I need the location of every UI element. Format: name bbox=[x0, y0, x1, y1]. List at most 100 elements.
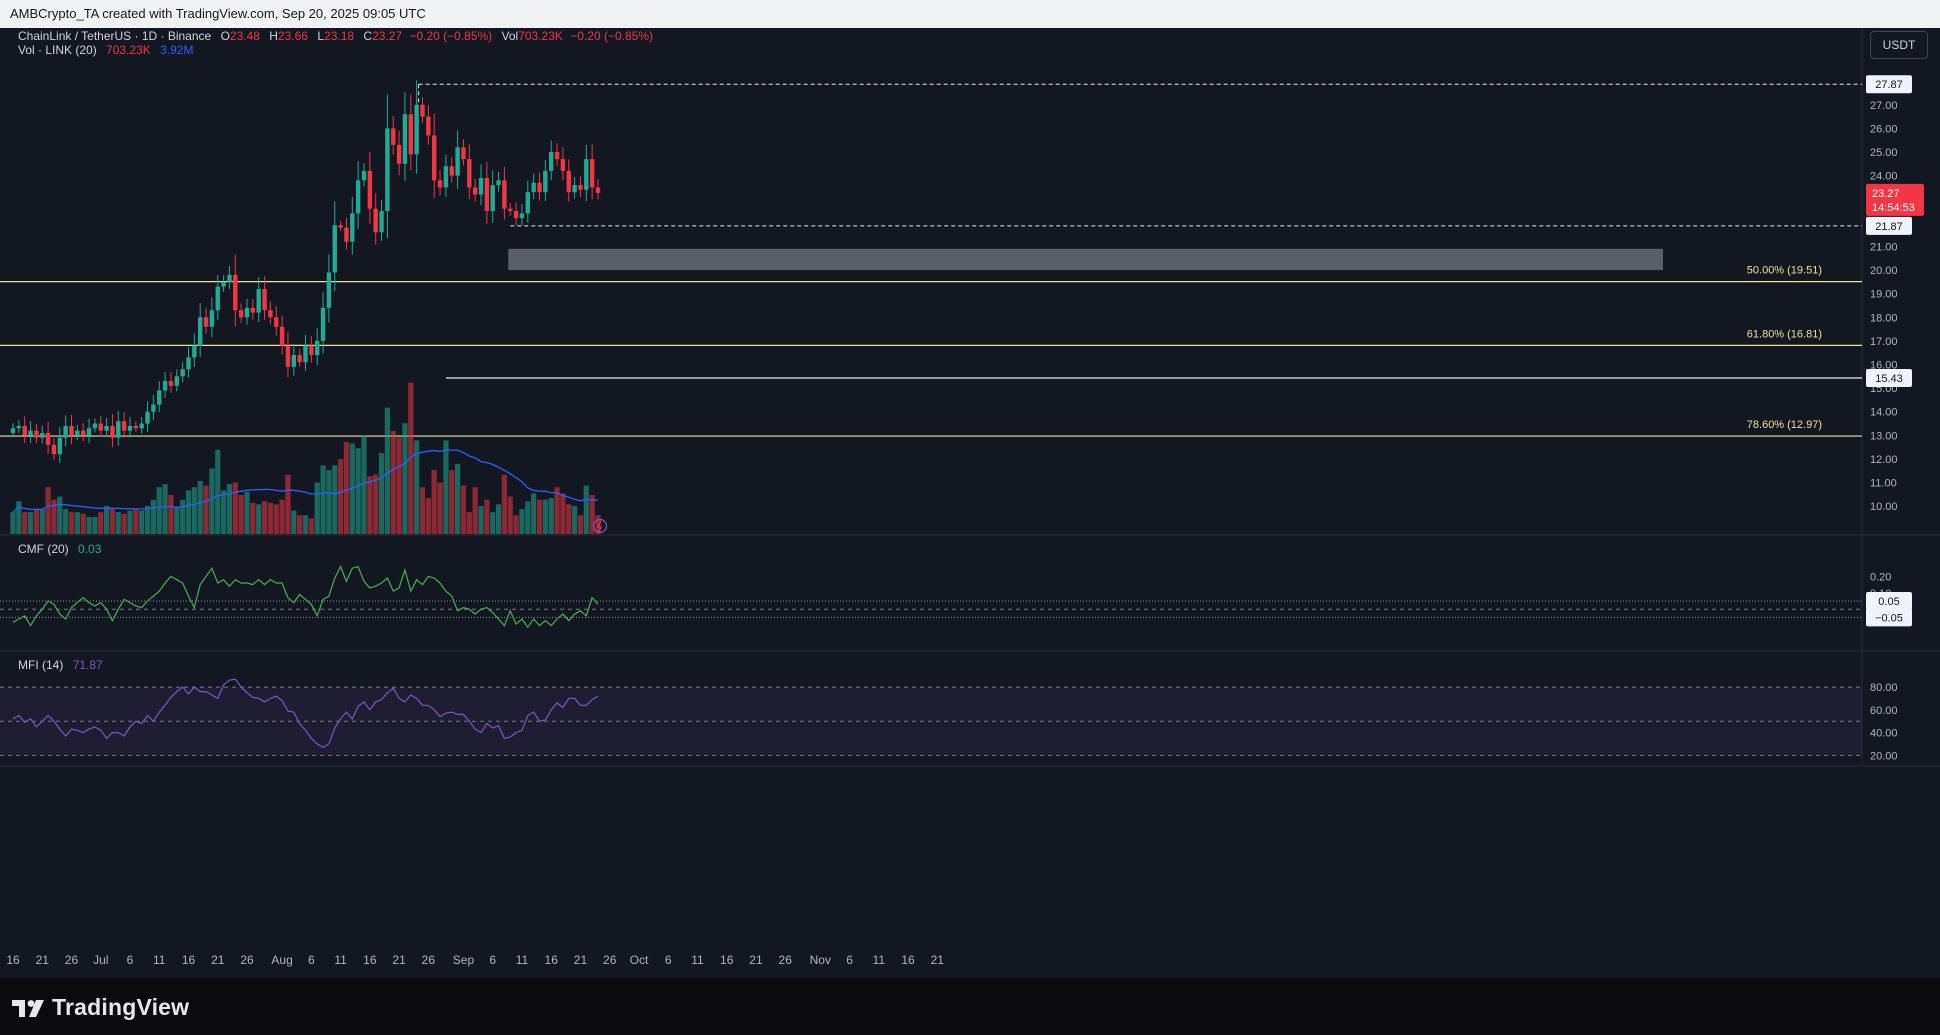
low-price-tag: 21.87 bbox=[1875, 221, 1903, 233]
current-price-tag: 23.27 bbox=[1872, 188, 1900, 200]
candle-body bbox=[157, 390, 162, 405]
cmf-study-name[interactable]: CMF (20) bbox=[18, 542, 69, 556]
time-tick-label: 26 bbox=[422, 953, 436, 967]
volume-bar bbox=[443, 440, 449, 534]
candle-body bbox=[262, 288, 267, 311]
volume-bar bbox=[33, 509, 39, 534]
candle-body bbox=[560, 159, 566, 171]
time-tick-label: 21 bbox=[749, 953, 763, 967]
candle-body bbox=[279, 326, 285, 346]
open-value: 23.48 bbox=[229, 29, 260, 43]
candle-body bbox=[151, 404, 156, 412]
price-tick-label: 18.00 bbox=[1870, 312, 1898, 324]
volume-bar bbox=[390, 431, 396, 534]
candle-body bbox=[379, 211, 384, 233]
candle-body bbox=[28, 430, 33, 436]
tradingview-logo[interactable]: TradingView bbox=[12, 994, 189, 1021]
chart-canvas[interactable]: 50.00% (19.51) 61.80% (16.81) 78.60% (12.9… bbox=[0, 28, 1940, 978]
indicators-layer bbox=[0, 565, 1862, 756]
candle-body bbox=[391, 128, 396, 145]
time-tick-label: 21 bbox=[931, 953, 945, 967]
volume-bar bbox=[560, 493, 566, 534]
cmf-legend: CMF (20) 0.03 bbox=[18, 542, 101, 556]
candle-body bbox=[525, 192, 530, 214]
volume-bar bbox=[86, 516, 92, 534]
candle-body bbox=[531, 182, 536, 193]
mfi-study-name[interactable]: MFI (14) bbox=[18, 658, 64, 672]
volume-bar bbox=[80, 513, 86, 534]
volume-bar bbox=[343, 441, 350, 534]
candle-body bbox=[63, 425, 68, 438]
support-price-tag-bg bbox=[1866, 368, 1912, 387]
mfi-value: 71.87 bbox=[72, 658, 103, 672]
volume-bar bbox=[10, 512, 16, 534]
volume-bar bbox=[174, 507, 180, 534]
candle-body bbox=[543, 170, 548, 193]
candle-body bbox=[572, 185, 577, 193]
volume-bar bbox=[238, 495, 244, 534]
candle-body bbox=[162, 381, 168, 391]
candle-body bbox=[355, 180, 361, 214]
support-price-tag: 15.43 bbox=[1875, 373, 1903, 385]
volume-bar bbox=[279, 499, 285, 534]
high-value: 23.66 bbox=[277, 29, 308, 43]
price-tick-label: 25.00 bbox=[1870, 147, 1898, 159]
volume-bar bbox=[396, 437, 402, 534]
change-value: −0.20 (−0.85%) bbox=[409, 29, 493, 43]
mfi-tick-label: 20.00 bbox=[1870, 750, 1898, 762]
volume-bar bbox=[127, 510, 133, 534]
volume-bar bbox=[51, 499, 57, 534]
time-tick-label: 21 bbox=[392, 953, 406, 967]
cmf-upper-tag: 0.05 bbox=[1878, 596, 1899, 608]
volume-bar bbox=[484, 499, 490, 534]
candle-body bbox=[513, 211, 519, 219]
time-tick-label: 16 bbox=[182, 953, 196, 967]
volume-bar bbox=[402, 423, 408, 534]
volume-legend: Vol · LINK (20) 703.23K 3.92M bbox=[18, 43, 193, 57]
price-tick-label: 26.00 bbox=[1870, 123, 1898, 135]
volume-bar bbox=[244, 491, 250, 534]
axis-layer: 10.0011.0012.0013.0014.0015.0016.0017.00… bbox=[6, 100, 1897, 967]
open-label: O bbox=[220, 29, 230, 43]
volume-bar bbox=[548, 498, 554, 534]
low-price-tag-bg bbox=[1866, 216, 1912, 235]
mfi-legend: MFI (14) 71.87 bbox=[18, 658, 103, 672]
volume-study-name[interactable]: Vol · LINK (20) bbox=[18, 43, 97, 57]
volume-bar bbox=[326, 470, 332, 534]
candle-body bbox=[496, 180, 501, 186]
cmf-line bbox=[12, 565, 599, 629]
volume-bar bbox=[250, 502, 256, 534]
time-tick-label: 21 bbox=[36, 953, 50, 967]
candle-body bbox=[274, 317, 279, 327]
volume-bar bbox=[133, 509, 139, 534]
volume-value: 703.23K bbox=[106, 43, 151, 57]
volume-bar bbox=[156, 487, 162, 534]
time-tick-label: 11 bbox=[516, 953, 529, 967]
vol-change: −0.20 (−0.85%) bbox=[570, 29, 653, 43]
symbol-name[interactable]: ChainLink / TetherUS · 1D · Binance bbox=[18, 29, 212, 43]
volume-bar bbox=[501, 474, 507, 534]
time-tick-label: 16 bbox=[6, 953, 20, 967]
candle-body bbox=[402, 114, 408, 164]
candle-body bbox=[285, 345, 291, 367]
candle-body bbox=[490, 185, 495, 212]
candle-body bbox=[315, 340, 320, 356]
candle-body bbox=[121, 421, 127, 431]
price-tick-label: 17.00 bbox=[1870, 336, 1898, 348]
candle-body bbox=[309, 345, 314, 356]
mfi-line bbox=[12, 678, 599, 749]
candle-body bbox=[92, 423, 98, 429]
candle-body bbox=[57, 437, 62, 455]
currency-button[interactable]: USDT bbox=[1870, 31, 1928, 59]
candle-body bbox=[549, 152, 554, 171]
candle-body bbox=[373, 208, 378, 233]
candle-body bbox=[449, 166, 454, 176]
volume-bar bbox=[98, 512, 104, 534]
low-label: L bbox=[317, 29, 325, 43]
fib-level-label: 50.00% (19.51) bbox=[1747, 265, 1822, 277]
cmf-value: 0.03 bbox=[78, 542, 102, 556]
volume-bar bbox=[507, 496, 513, 534]
chart-frame[interactable]: 50.00% (19.51) 61.80% (16.81) 78.60% (12.9… bbox=[0, 28, 1940, 978]
price-tick-label: 14.00 bbox=[1870, 407, 1898, 419]
price-tick-label: 10.00 bbox=[1870, 501, 1898, 513]
